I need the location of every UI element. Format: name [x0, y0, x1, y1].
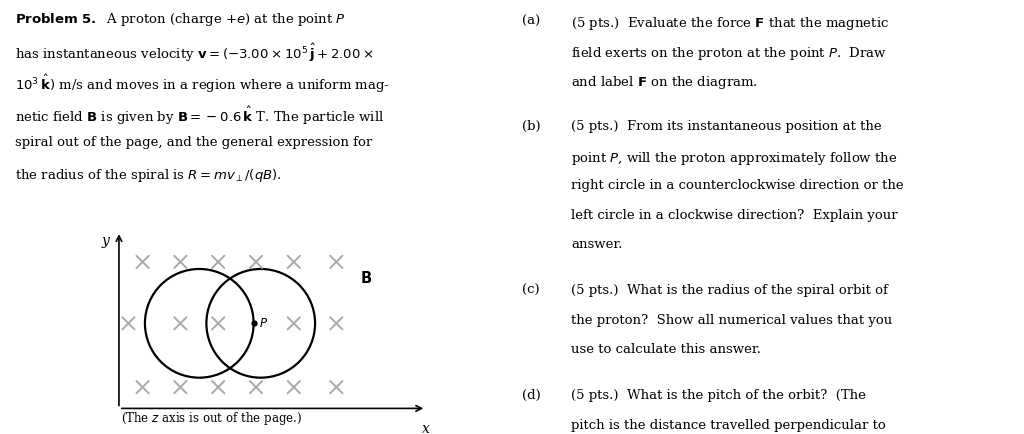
- Text: pitch is the distance travelled perpendicular to: pitch is the distance travelled perpendi…: [571, 419, 886, 432]
- Text: $10^3\,\hat{\mathbf{k}})$ m/s and moves in a region where a uniform mag-: $10^3\,\hat{\mathbf{k}})$ m/s and moves …: [15, 73, 390, 95]
- Text: (5 pts.)  From its instantaneous position at the: (5 pts.) From its instantaneous position…: [571, 120, 882, 133]
- Text: the radius of the spiral is $R = mv_\perp/(qB)$.: the radius of the spiral is $R = mv_\per…: [15, 167, 283, 184]
- Text: $\mathbf{Problem\ 5.}$  A proton (charge $+e$) at the point $P$: $\mathbf{Problem\ 5.}$ A proton (charge …: [15, 11, 346, 28]
- Text: has instantaneous velocity $\mathbf{v} = (-3.00 \times 10^5\,\hat{\mathbf{j}} + : has instantaneous velocity $\mathbf{v} =…: [15, 42, 374, 64]
- Text: x: x: [422, 421, 430, 434]
- Text: answer.: answer.: [571, 238, 623, 251]
- Text: right circle in a counterclockwise direction or the: right circle in a counterclockwise direc…: [571, 179, 903, 192]
- Text: $\mathbf{B}$: $\mathbf{B}$: [360, 270, 372, 286]
- Text: spiral out of the page, and the general expression for: spiral out of the page, and the general …: [15, 136, 373, 149]
- Text: (a): (a): [522, 15, 541, 28]
- Text: use to calculate this answer.: use to calculate this answer.: [571, 343, 761, 356]
- Text: the proton?  Show all numerical values that you: the proton? Show all numerical values th…: [571, 314, 892, 327]
- Text: (c): (c): [522, 284, 540, 297]
- Text: and label $\mathbf{F}$ on the diagram.: and label $\mathbf{F}$ on the diagram.: [571, 74, 758, 91]
- Text: netic field $\mathbf{B}$ is given by $\mathbf{B} = -0.6\,\hat{\mathbf{k}}$ T. Th: netic field $\mathbf{B}$ is given by $\m…: [15, 105, 385, 127]
- Text: y: y: [101, 233, 110, 247]
- Text: left circle in a clockwise direction?  Explain your: left circle in a clockwise direction? Ex…: [571, 209, 897, 222]
- Text: (d): (d): [522, 389, 541, 402]
- Text: (5 pts.)  What is the pitch of the orbit?  (The: (5 pts.) What is the pitch of the orbit?…: [571, 389, 865, 402]
- Text: (5 pts.)  What is the radius of the spiral orbit of: (5 pts.) What is the radius of the spira…: [571, 284, 888, 297]
- Text: (b): (b): [522, 120, 541, 133]
- Text: (5 pts.)  Evaluate the force $\mathbf{F}$ that the magnetic: (5 pts.) Evaluate the force $\mathbf{F}$…: [571, 15, 889, 32]
- Text: $P$: $P$: [259, 317, 268, 330]
- Text: point $P$, will the proton approximately follow the: point $P$, will the proton approximately…: [571, 150, 897, 167]
- Text: field exerts on the proton at the point $P$.  Draw: field exerts on the proton at the point …: [571, 45, 887, 62]
- Text: (The $z$ axis is out of the page.): (The $z$ axis is out of the page.): [121, 410, 302, 427]
